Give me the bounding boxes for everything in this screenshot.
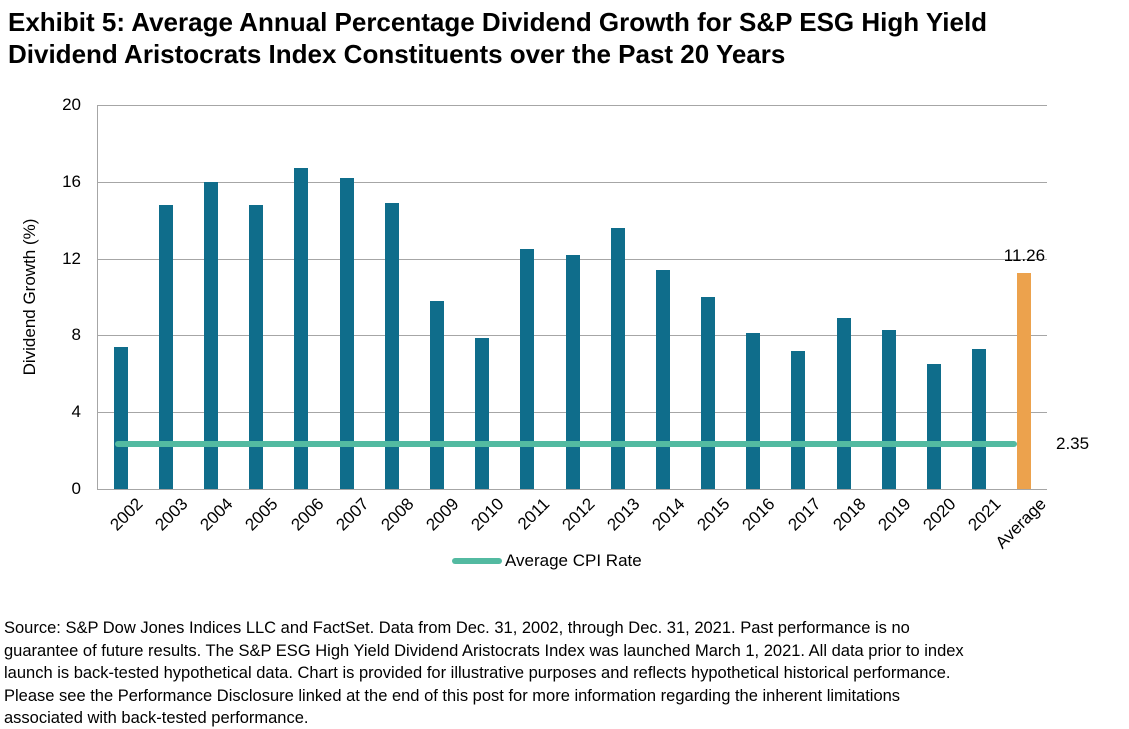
bar-2013 (610, 227, 625, 489)
x-tick-label: 2013 (603, 494, 644, 535)
x-tick-label: Average (992, 494, 1051, 553)
x-tick-label: 2003 (151, 494, 192, 535)
x-tick-label: 2012 (558, 494, 599, 535)
bar-2017 (791, 350, 806, 489)
x-tick-label: 2005 (241, 494, 282, 535)
x-tick-label: 2002 (106, 494, 147, 535)
source-note-line-1: Source: S&P Dow Jones Indices LLC and Fa… (4, 619, 910, 637)
bar-2021 (972, 348, 987, 489)
chart-title: Exhibit 5: Average Annual Percentage Div… (8, 6, 987, 70)
x-tick-label: 2009 (422, 494, 463, 535)
gridline (98, 105, 1047, 106)
legend: Average CPI Rate (452, 550, 642, 572)
source-note-line-5: associated with back-tested performance. (4, 709, 309, 727)
chart-title-line-2: Dividend Aristocrats Index Constituents … (8, 39, 786, 69)
x-tick-label: 2019 (874, 494, 915, 535)
x-tick-label: 2017 (783, 494, 825, 535)
bar-2019 (881, 329, 896, 489)
y-tick-label: 4 (71, 402, 81, 422)
bar-2007 (339, 177, 354, 489)
bar-2003 (158, 204, 173, 489)
bar-2002 (113, 346, 128, 489)
bar-2020 (927, 364, 942, 489)
x-tick-label: 2014 (648, 494, 689, 535)
bar-2012 (565, 254, 580, 489)
x-tick-label: 2008 (377, 494, 418, 535)
legend-line-swatch (452, 558, 502, 564)
x-tick-label: 2015 (693, 494, 734, 535)
source-note-line-3: launch is back-tested hypothetical data.… (4, 664, 951, 682)
y-tick-label: 20 (62, 95, 81, 114)
y-tick-label: 0 (71, 479, 81, 498)
y-axis-title: Dividend Growth (%) (20, 218, 39, 376)
x-tick-label: 2020 (919, 494, 960, 535)
cpi-line-value-label: 2.35 (1056, 433, 1090, 453)
x-tick-label: 2007 (332, 494, 373, 535)
x-tick-label: 2016 (738, 494, 779, 535)
bar-2009 (429, 300, 444, 489)
bar-2018 (836, 318, 851, 489)
chart-title-line-1: Exhibit 5: Average Annual Percentage Div… (8, 7, 988, 37)
bar-2004 (203, 181, 218, 489)
x-tick-label: 2010 (467, 494, 508, 535)
bar-2008 (384, 202, 399, 489)
x-tick-label: 2018 (829, 494, 870, 535)
average-cpi-line (114, 440, 1018, 447)
source-note-line-4: Please see the Performance Disclosure li… (4, 686, 901, 705)
bar-2015 (701, 297, 716, 489)
bar-2016 (746, 333, 761, 489)
y-tick-label: 8 (71, 325, 81, 345)
bar-average (1017, 272, 1032, 489)
x-tick-label: 2011 (513, 494, 554, 534)
bar-2006 (294, 168, 309, 489)
source-note-line-2: guarantee of future results. The S&P ESG… (4, 641, 964, 660)
x-tick-label: 2004 (196, 494, 237, 535)
source-note: Source: S&P Dow Jones Indices LLC and Fa… (4, 617, 1126, 729)
bar-2014 (655, 270, 670, 489)
x-tick-label: 2006 (286, 494, 328, 535)
legend-label: Average CPI Rate (505, 551, 642, 570)
x-tick-label: 2021 (964, 494, 1005, 535)
plot-area: 0 4 8 12 16 20 2002 2003 2004 2005 2006 2007 2008 200… (62, 95, 1089, 552)
bar-2005 (249, 204, 264, 489)
y-tick-label: 16 (62, 171, 81, 191)
gridline (98, 181, 1047, 183)
bar-2010 (475, 338, 490, 489)
y-tick-label: 12 (62, 248, 81, 268)
bar-2011 (520, 249, 535, 489)
average-bar-value-label: 11.26 (1003, 245, 1046, 265)
